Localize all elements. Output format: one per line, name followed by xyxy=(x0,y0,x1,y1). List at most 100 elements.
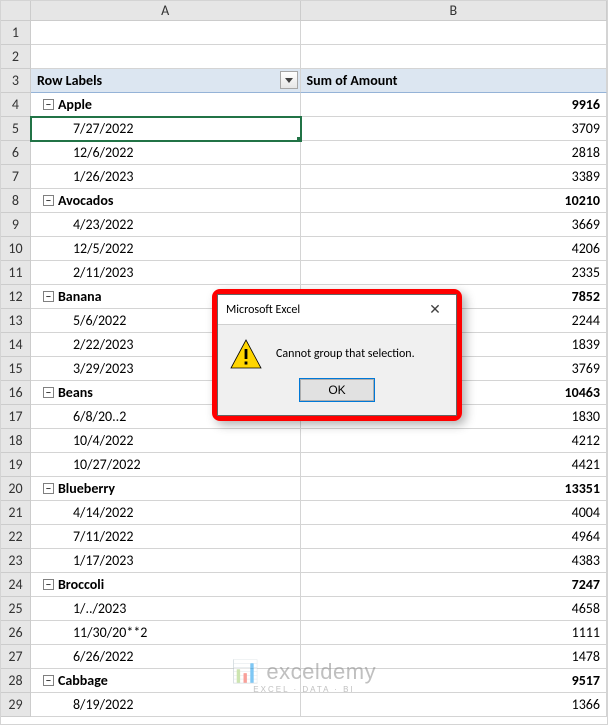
row-header[interactable]: 19 xyxy=(1,453,31,477)
row-header[interactable]: 21 xyxy=(1,501,31,525)
cell-a[interactable] xyxy=(31,21,301,45)
cell-a[interactable]: 4/14/2022 xyxy=(31,501,301,525)
cell-a[interactable]: −Cabbage xyxy=(31,669,301,693)
grid-row: 1810/4/20224212 xyxy=(1,429,607,453)
cell-a[interactable]: 7/11/2022 xyxy=(31,525,301,549)
row-header[interactable]: 2 xyxy=(1,45,31,69)
cell-a[interactable]: 1/../2023 xyxy=(31,597,301,621)
cell-b[interactable]: 1478 xyxy=(301,645,607,669)
cell-a[interactable]: −Apple xyxy=(31,93,301,117)
cell-b[interactable]: 10210 xyxy=(301,189,607,213)
row-header[interactable]: 23 xyxy=(1,549,31,573)
row-header[interactable]: 26 xyxy=(1,621,31,645)
cell-a[interactable]: −Avocados xyxy=(31,189,301,213)
cell-b[interactable]: 2818 xyxy=(301,141,607,165)
row-header[interactable]: 9 xyxy=(1,213,31,237)
row-header[interactable]: 3 xyxy=(1,69,31,93)
grid-row: 1012/5/20224206 xyxy=(1,237,607,261)
col-header-b[interactable]: B xyxy=(301,1,608,21)
dialog-titlebar[interactable]: Microsoft Excel ✕ xyxy=(218,295,456,325)
cell-a[interactable]: 11/30/20**2 xyxy=(31,621,301,645)
row-header[interactable]: 22 xyxy=(1,525,31,549)
error-dialog-highlight: Microsoft Excel ✕ Cannot group that sele… xyxy=(212,289,462,421)
collapse-toggle[interactable]: − xyxy=(43,483,54,494)
collapse-toggle[interactable]: − xyxy=(43,387,54,398)
cell-b[interactable] xyxy=(301,21,608,45)
cell-a[interactable]: 4/23/2022 xyxy=(31,213,301,237)
cell-a[interactable]: 2/11/2023 xyxy=(31,261,301,285)
group-label: Avocados xyxy=(58,192,113,209)
row-header[interactable]: 13 xyxy=(1,309,31,333)
cell-b[interactable]: 3669 xyxy=(301,213,607,237)
grid-row: 276/26/20221478 xyxy=(1,645,607,669)
grid-row: 71/26/20233389 xyxy=(1,165,607,189)
collapse-toggle[interactable]: − xyxy=(43,291,54,302)
cell-a[interactable]: 6/26/2022 xyxy=(31,645,301,669)
cell-b[interactable]: 4206 xyxy=(301,237,607,261)
cell-a[interactable]: 10/4/2022 xyxy=(31,429,301,453)
grid-row: 227/11/20224964 xyxy=(1,525,607,549)
cell-a[interactable]: 10/27/2022 xyxy=(31,453,301,477)
col-header-a[interactable]: A xyxy=(31,1,301,21)
row-header[interactable]: 15 xyxy=(1,357,31,381)
grid-row: 2 xyxy=(1,45,607,69)
row-header[interactable]: 27 xyxy=(1,645,31,669)
row-header[interactable]: 8 xyxy=(1,189,31,213)
cell-a[interactable]: 12/6/2022 xyxy=(31,141,301,165)
cell-b[interactable]: 4658 xyxy=(301,597,607,621)
collapse-toggle[interactable]: − xyxy=(43,195,54,206)
row-header[interactable]: 5 xyxy=(1,117,31,141)
ok-button[interactable]: OK xyxy=(300,379,374,401)
cell-b[interactable]: 3709 xyxy=(301,117,607,141)
row-header[interactable]: 4 xyxy=(1,93,31,117)
collapse-toggle[interactable]: − xyxy=(43,675,54,686)
cell-b[interactable]: 9517 xyxy=(301,669,607,693)
cell-a[interactable]: 7/27/2022 xyxy=(31,117,301,141)
row-header[interactable]: 18 xyxy=(1,429,31,453)
collapse-toggle[interactable]: − xyxy=(43,579,54,590)
cell-b[interactable]: 9916 xyxy=(301,93,607,117)
cell-b[interactable]: 1366 xyxy=(301,693,607,717)
row-header[interactable]: 20 xyxy=(1,477,31,501)
cell-b[interactable]: 2335 xyxy=(301,261,607,285)
row-header[interactable]: 6 xyxy=(1,141,31,165)
filter-button[interactable] xyxy=(280,71,298,89)
cell-b[interactable]: 4421 xyxy=(301,453,607,477)
row-header[interactable]: 29 xyxy=(1,693,31,717)
cell-a[interactable] xyxy=(31,45,301,69)
row-header[interactable]: 14 xyxy=(1,333,31,357)
cell-a[interactable]: 1/26/2023 xyxy=(31,165,301,189)
cell-a[interactable]: 12/5/2022 xyxy=(31,237,301,261)
select-all-corner[interactable] xyxy=(1,1,31,21)
cell-a[interactable]: −Blueberry xyxy=(31,477,301,501)
row-header[interactable]: 1 xyxy=(1,21,31,45)
cell-b[interactable]: 1111 xyxy=(301,621,607,645)
cell-b[interactable]: 4212 xyxy=(301,429,607,453)
row-header[interactable]: 16 xyxy=(1,381,31,405)
grid-row: 612/6/20222818 xyxy=(1,141,607,165)
cell-b[interactable]: Sum of Amount xyxy=(301,69,608,93)
row-header[interactable]: 11 xyxy=(1,261,31,285)
cell-b[interactable]: 4004 xyxy=(301,501,607,525)
close-button[interactable]: ✕ xyxy=(414,295,456,324)
cell-a[interactable]: 1/17/2023 xyxy=(31,549,301,573)
dialog-message: Cannot group that selection. xyxy=(276,347,415,361)
row-header[interactable]: 10 xyxy=(1,237,31,261)
cell-b[interactable] xyxy=(301,45,608,69)
cell-b[interactable]: 7247 xyxy=(301,573,607,597)
cell-b[interactable]: 4383 xyxy=(301,549,607,573)
row-header[interactable]: 17 xyxy=(1,405,31,429)
cell-b[interactable]: 13351 xyxy=(301,477,607,501)
cell-b[interactable]: 4964 xyxy=(301,525,607,549)
row-header[interactable]: 28 xyxy=(1,669,31,693)
row-header[interactable]: 24 xyxy=(1,573,31,597)
cell-a[interactable]: 8/19/2022 xyxy=(31,693,301,717)
cell-b[interactable]: 3389 xyxy=(301,165,607,189)
row-header[interactable]: 25 xyxy=(1,597,31,621)
cell-a[interactable]: −Broccoli xyxy=(31,573,301,597)
cell-a[interactable]: Row Labels xyxy=(31,69,301,93)
collapse-toggle[interactable]: − xyxy=(43,99,54,110)
row-header[interactable]: 12 xyxy=(1,285,31,309)
row-header[interactable]: 7 xyxy=(1,165,31,189)
grid-row: 298/19/20221366 xyxy=(1,693,607,717)
